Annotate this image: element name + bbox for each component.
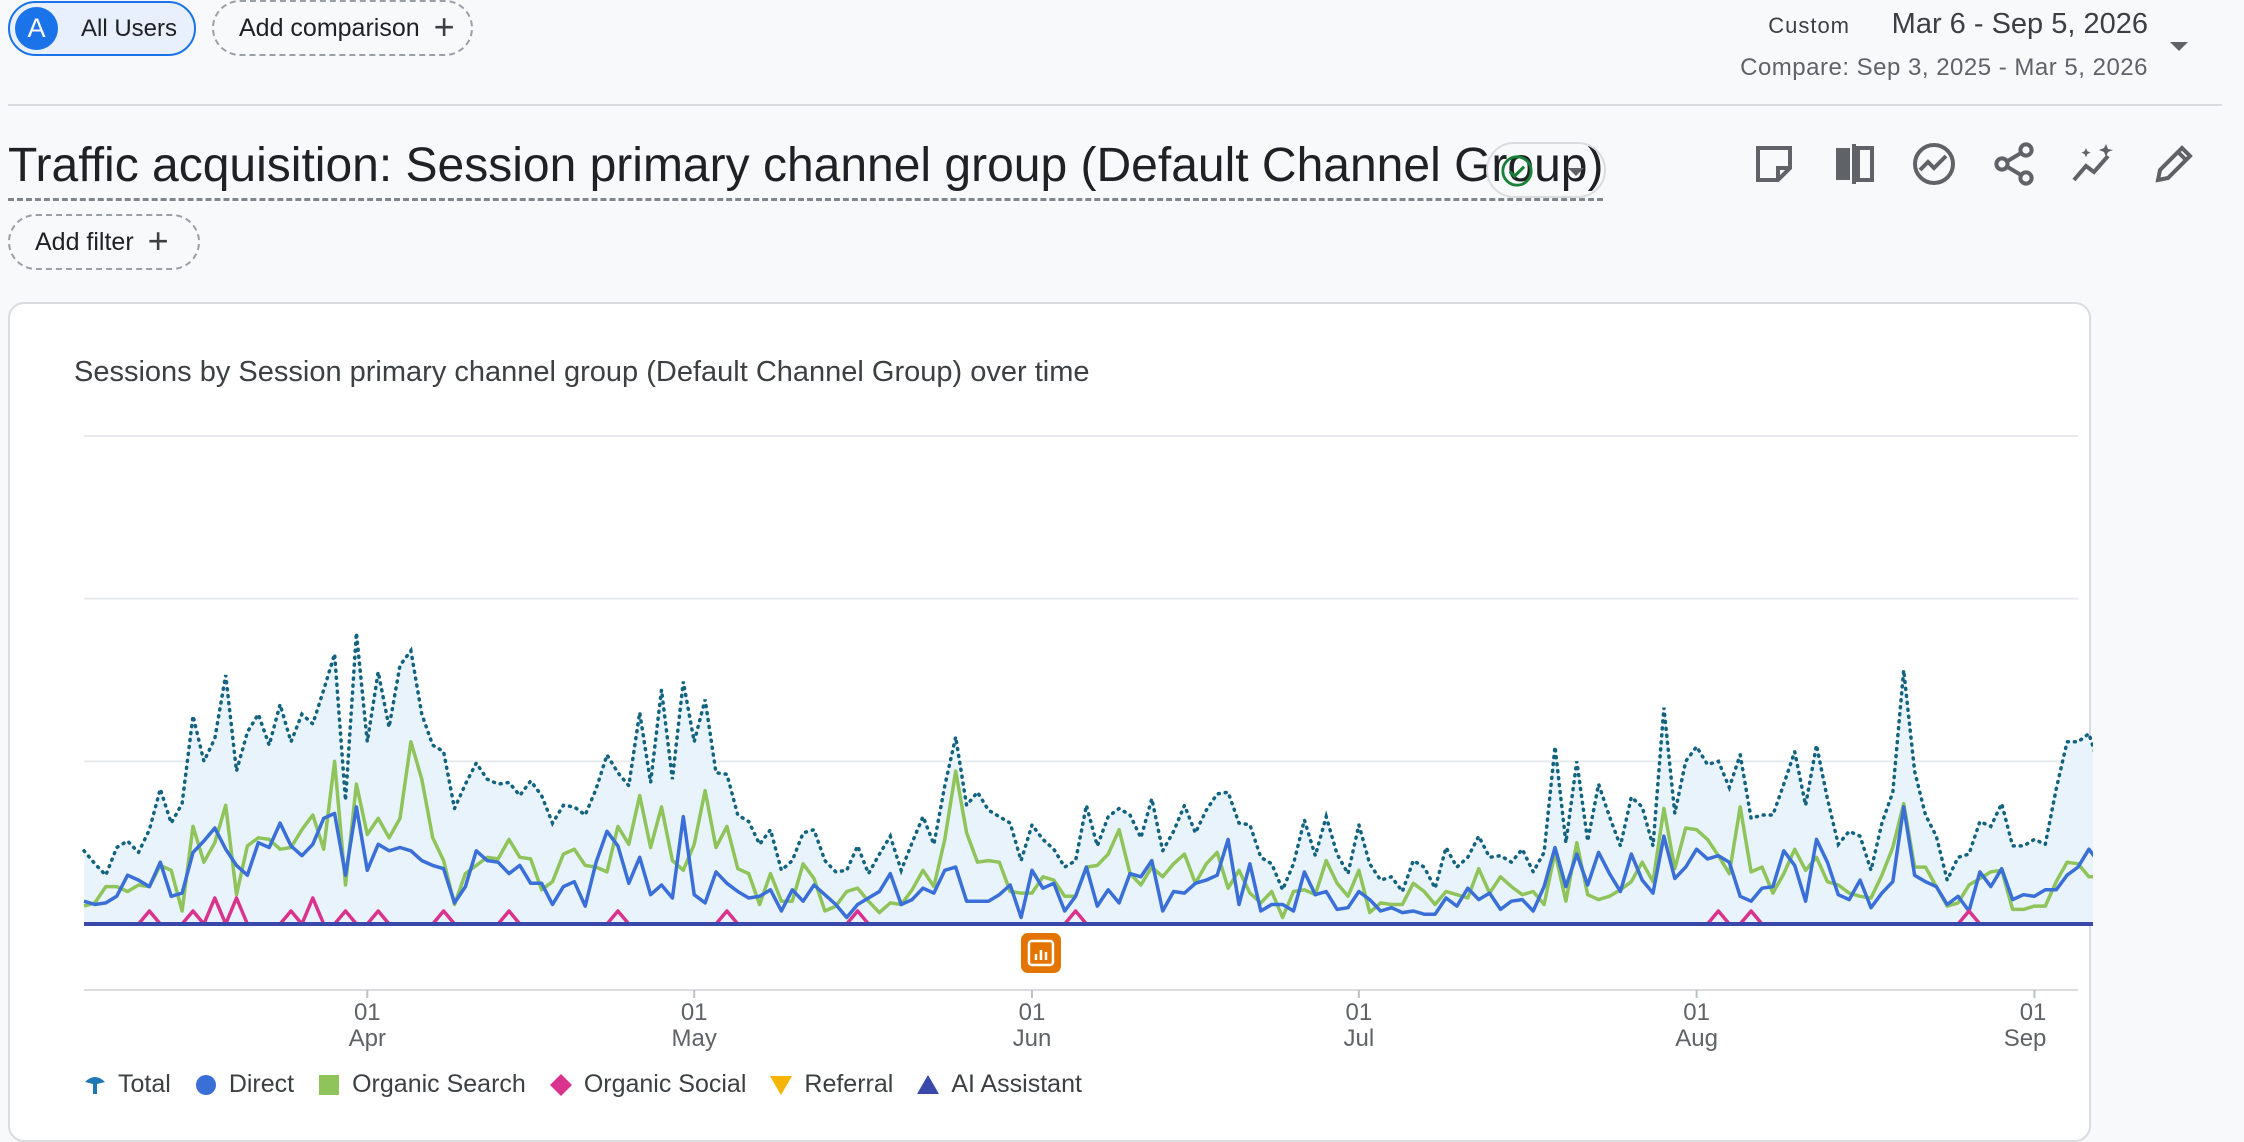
add-comparison-button[interactable]: Add comparison +	[212, 0, 473, 56]
area-marker-icon	[85, 1076, 105, 1094]
x-tick-label-month: Sep	[2004, 1025, 2047, 1052]
circle-marker-icon	[195, 1074, 216, 1095]
x-tick-label-day: 01	[1346, 999, 1373, 1026]
chart-legend: Total Direct Organic Search Organic Social R…	[82, 1070, 1104, 1099]
legend-item-total[interactable]: Total	[82, 1070, 171, 1099]
legend-label: AI Assistant	[951, 1070, 1082, 1098]
series-line-total[interactable]	[82, 599, 2093, 896]
legend-label: Organic Search	[352, 1070, 526, 1098]
note-icon[interactable]	[1750, 140, 1798, 188]
plus-icon: +	[147, 219, 169, 261]
segment-chip-all-users[interactable]: A All Users	[8, 1, 196, 56]
chevron-down-icon[interactable]	[2170, 42, 2188, 51]
legend-label: Direct	[228, 1070, 295, 1098]
x-tick-label-day: 01	[1683, 999, 1710, 1026]
x-tick-label-month: Apr	[349, 1025, 386, 1052]
legend-item-direct[interactable]: Direct	[193, 1070, 294, 1099]
legend-item-ai-assistant[interactable]: AI Assistant	[915, 1070, 1082, 1099]
segment-avatar: A	[15, 7, 58, 50]
x-tick-label-month: Jun	[1013, 1025, 1052, 1052]
triangle-down-marker-icon	[770, 1075, 793, 1095]
header-divider	[8, 104, 2222, 106]
legend-item-organic-social[interactable]: Organic Social	[548, 1070, 747, 1099]
triangle-up-marker-icon	[917, 1074, 940, 1094]
date-range-picker[interactable]: Custom Mar 6 - Sep 5, 2026 Compare: Sep …	[1644, 0, 2244, 90]
chart-title: Sessions by Session primary channel grou…	[74, 356, 1090, 388]
annotation-marker-icon[interactable]	[1020, 933, 1061, 973]
report-status-menu[interactable]	[1486, 142, 1606, 198]
legend-item-organic-search[interactable]: Organic Search	[316, 1070, 526, 1099]
x-tick-label-month: Aug	[1675, 1025, 1718, 1052]
diamond-marker-icon	[549, 1073, 572, 1096]
legend-label: Organic Social	[583, 1070, 747, 1098]
series-area-total	[84, 632, 2093, 924]
date-range-label: Mar 6 - Sep 5, 2026	[1891, 8, 2148, 40]
chart-card: Sessions by Session primary channel grou…	[8, 302, 2093, 1142]
add-filter-label: Add filter	[35, 227, 134, 256]
x-tick-label-day: 01	[1019, 999, 1046, 1026]
legend-label: Referral	[804, 1070, 894, 1098]
x-tick-label-month: May	[672, 1025, 717, 1052]
plus-icon: +	[433, 5, 455, 47]
add-comparison-label: Add comparison	[239, 13, 420, 42]
x-tick-label-day: 01	[2020, 999, 2047, 1026]
check-circle-icon	[1501, 155, 1533, 187]
date-mode-label: Custom	[1768, 13, 1850, 38]
chevron-down-icon	[1568, 168, 1584, 176]
x-tick-label-day: 01	[354, 999, 381, 1026]
segment-label: All Users	[81, 14, 178, 42]
series-line-direct[interactable]	[83, 669, 2093, 920]
compare-columns-icon[interactable]	[1830, 140, 1878, 188]
x-tick-label-day: 01	[681, 999, 708, 1026]
page-title[interactable]: Traffic acquisition: Session primary cha…	[8, 134, 1604, 201]
compare-range-label: Compare: Sep 3, 2025 - Mar 5, 2026	[1740, 54, 2148, 81]
share-icon[interactable]	[1990, 140, 2038, 188]
edit-icon[interactable]	[2150, 140, 2198, 188]
square-marker-icon	[319, 1074, 340, 1095]
insights-icon[interactable]	[1910, 140, 1958, 188]
legend-label: Total	[118, 1070, 171, 1098]
add-filter-button[interactable]: Add filter +	[8, 214, 200, 270]
x-tick-label-month: Jul	[1344, 1025, 1375, 1052]
sparkle-trend-icon[interactable]	[2070, 140, 2118, 188]
legend-item-referral[interactable]: Referral	[768, 1070, 893, 1099]
